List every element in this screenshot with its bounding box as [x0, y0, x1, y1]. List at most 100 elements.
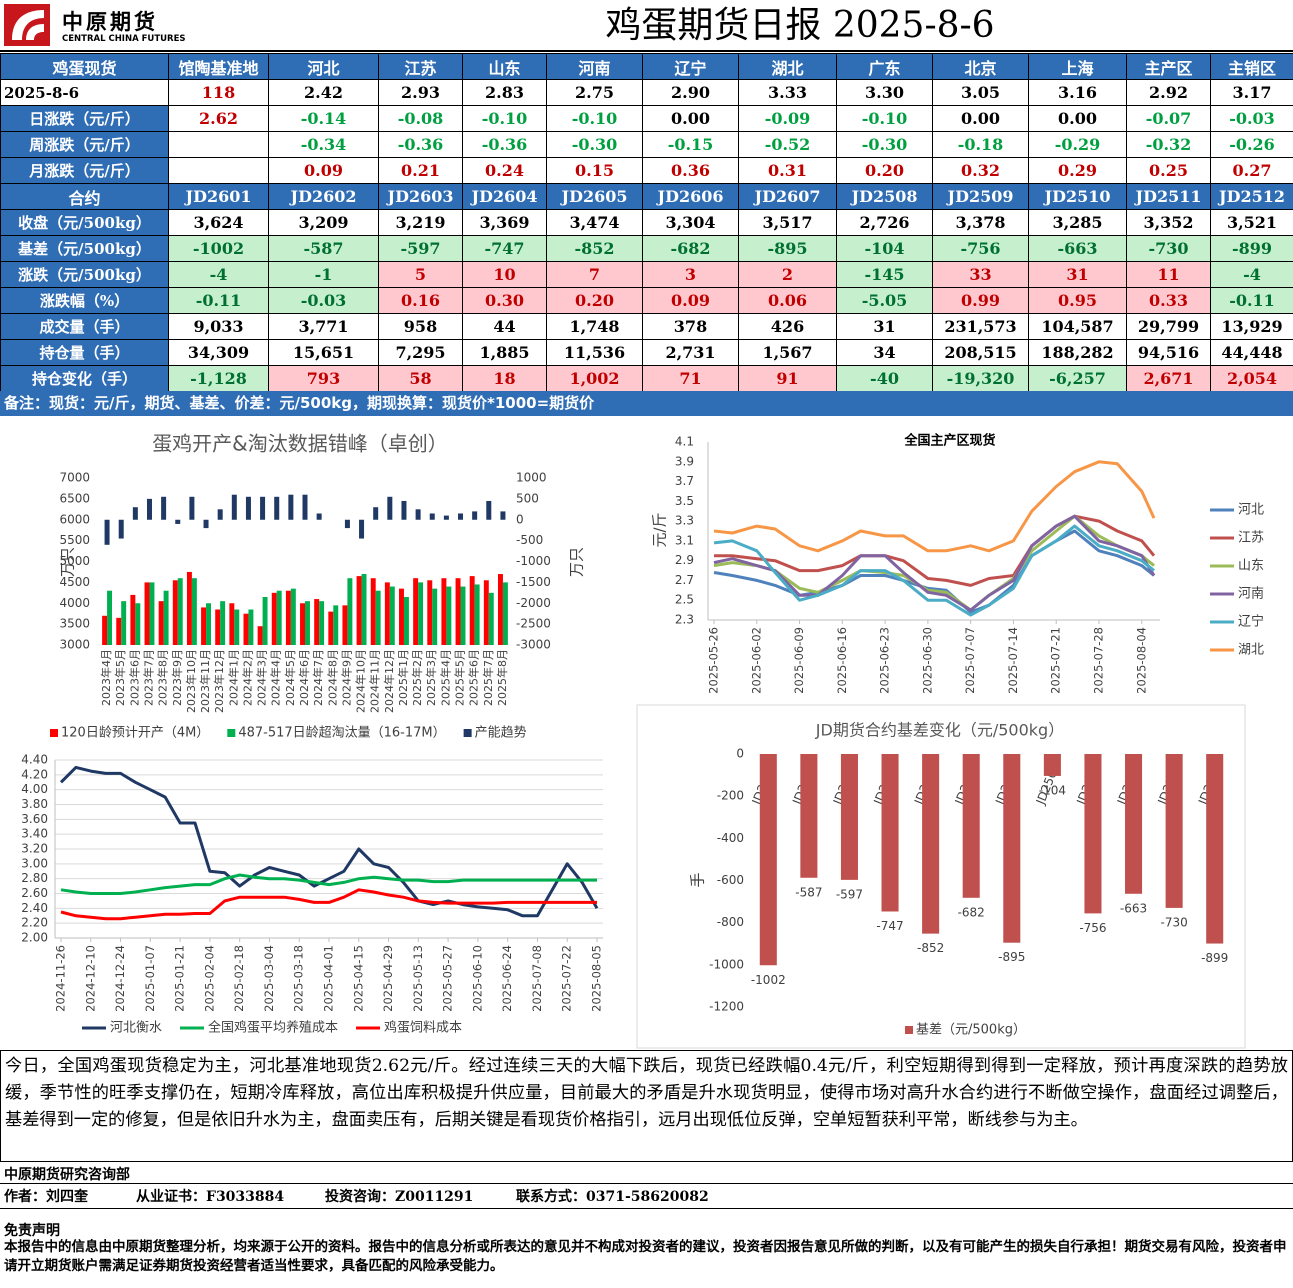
- header-cell: 河北: [268, 53, 379, 80]
- header-cell: 山东: [462, 53, 547, 80]
- value-cell: 3,209: [268, 209, 379, 236]
- bar: [483, 580, 489, 645]
- legend-label: 河北衡水: [110, 1021, 162, 1036]
- x-tick-label: 2025-02-18: [232, 945, 246, 1012]
- bar: [161, 496, 167, 520]
- x-tick-label: 2025-06-16: [835, 627, 849, 694]
- value-cell: 71: [642, 365, 739, 392]
- value-cell: 3,624: [168, 209, 269, 236]
- bar: [403, 596, 409, 645]
- bar: [455, 578, 461, 645]
- value-cell: -0.36: [378, 131, 463, 158]
- data-label: -587: [795, 885, 822, 899]
- value-cell: 0.00: [1028, 105, 1127, 132]
- y-tick-label: 3.60: [21, 812, 48, 826]
- legend-label: 辽宁: [1238, 614, 1264, 630]
- x-tick-label: 2025年4月: [438, 649, 452, 706]
- disclaimer-text: 本报告中的信息由中原期货整理分析，均来源于公开的资料。报告中的信息分析或所表达的…: [4, 1239, 1287, 1274]
- value-cell: -1002: [168, 235, 269, 262]
- value-cell: 3.30: [836, 79, 933, 106]
- data-row: 持仓量（手） 34,309 15,651 7,295 1,885 11,536 2,731 1…: [0, 339, 1293, 366]
- data-label: -852: [917, 941, 944, 955]
- header-cell: JD2607: [738, 183, 837, 210]
- value-cell: -0.34: [268, 131, 379, 158]
- header-cell: 江苏: [378, 53, 463, 80]
- data-row: 涨跌（元/500kg） -4 -1 5 10 7 3 2 -145 33 31 11 -4: [0, 261, 1293, 288]
- header-cell: JD2605: [546, 183, 643, 210]
- bar: [458, 513, 464, 520]
- x-tick-label: 2025-02-04: [202, 945, 216, 1012]
- value-cell: 3,474: [546, 209, 643, 236]
- row-label: 日涨跌（元/斤）: [0, 105, 169, 132]
- x-tick-label: 2023年6月: [127, 649, 141, 706]
- bar: [276, 590, 282, 645]
- value-cell: -0.36: [462, 131, 547, 158]
- y-tick-label: 3000: [59, 638, 90, 652]
- value-cell: 0.29: [1028, 157, 1127, 184]
- data-row: 收盘（元/500kg） 3,624 3,209 3,219 3,369 3,474 3,30…: [0, 209, 1293, 236]
- bar: [149, 582, 155, 645]
- value-cell: -895: [738, 235, 837, 262]
- value-cell: 3,517: [738, 209, 837, 236]
- bar: [389, 586, 395, 645]
- report-title: 鸡蛋期货日报 2025-8-6: [605, 5, 995, 46]
- x-tick-label: 2024年2月: [240, 649, 254, 706]
- bar: [413, 578, 419, 645]
- value-cell: 1,748: [546, 313, 643, 340]
- y-tick-label: 3.3: [675, 514, 694, 528]
- value-cell: -0.52: [738, 131, 837, 158]
- value-cell: 118: [168, 79, 269, 106]
- x-tick-label: 2023年4月: [99, 649, 113, 706]
- x-tick-label: 2025-07-28: [1092, 627, 1106, 694]
- bar: [305, 601, 310, 645]
- data-label: -895: [998, 950, 1025, 964]
- value-cell: -730: [1126, 235, 1211, 262]
- x-tick-label: 2024年5月: [283, 649, 297, 706]
- bar: [922, 754, 940, 934]
- x-tick-label: 2024年12月: [382, 649, 396, 713]
- value-cell: 13,929: [1210, 313, 1293, 340]
- x-tick-label: 2025年2月: [410, 649, 424, 706]
- value-cell: -0.29: [1028, 131, 1127, 158]
- value-cell: 2.83: [462, 79, 547, 106]
- row-label: 成交量（手）: [0, 313, 169, 340]
- bar: [189, 496, 195, 520]
- row-label: 月涨跌（元/斤）: [0, 157, 169, 184]
- header-cell: 北京: [932, 53, 1029, 80]
- y-tick-label: 3.80: [21, 797, 48, 811]
- value-cell: -0.11: [1210, 287, 1293, 314]
- header-cell: 上海: [1028, 53, 1127, 80]
- bar: [474, 584, 480, 645]
- value-cell: -0.10: [836, 105, 933, 132]
- value-cell: 426: [738, 313, 837, 340]
- header-cell: JD2603: [378, 183, 463, 210]
- value-cell: 958: [378, 313, 463, 340]
- data-label: -597: [836, 887, 863, 901]
- y-tick-label: 7000: [59, 471, 90, 485]
- value-cell: 0.25: [1126, 157, 1211, 184]
- x-tick-label: 2025-08-05: [590, 945, 604, 1012]
- value-cell: 2.92: [1126, 79, 1211, 106]
- value-cell: 0.24: [462, 157, 547, 184]
- value-cell: -756: [932, 235, 1029, 262]
- header-cell: 主产区: [1126, 53, 1211, 80]
- value-cell: 0.99: [932, 287, 1029, 314]
- value-cell: 0.09: [642, 287, 739, 314]
- value-cell: 0.95: [1028, 287, 1127, 314]
- y-tick-label: 2.5: [675, 593, 694, 607]
- y-tick-label: 2.40: [21, 901, 48, 915]
- x-tick-label: 2025-05-26: [707, 627, 721, 694]
- y-tick-label: -200: [717, 789, 744, 803]
- note: 备注：现货：元/斤，期货、基差、价差：元/500kg，期现换算：现货价*1000…: [0, 391, 1293, 416]
- value-cell: -0.10: [462, 105, 547, 132]
- bar: [118, 519, 124, 539]
- x-tick-label: 2025-01-21: [173, 945, 187, 1012]
- row-label: 基差（元/500kg）: [0, 235, 169, 262]
- bar: [373, 507, 379, 520]
- x-tick-label: 2025-07-07: [963, 627, 977, 694]
- bar: [415, 509, 421, 520]
- data-label: -899: [1201, 951, 1228, 965]
- bar: [1165, 754, 1183, 908]
- bar: [203, 519, 209, 529]
- series-line: [713, 514, 1156, 612]
